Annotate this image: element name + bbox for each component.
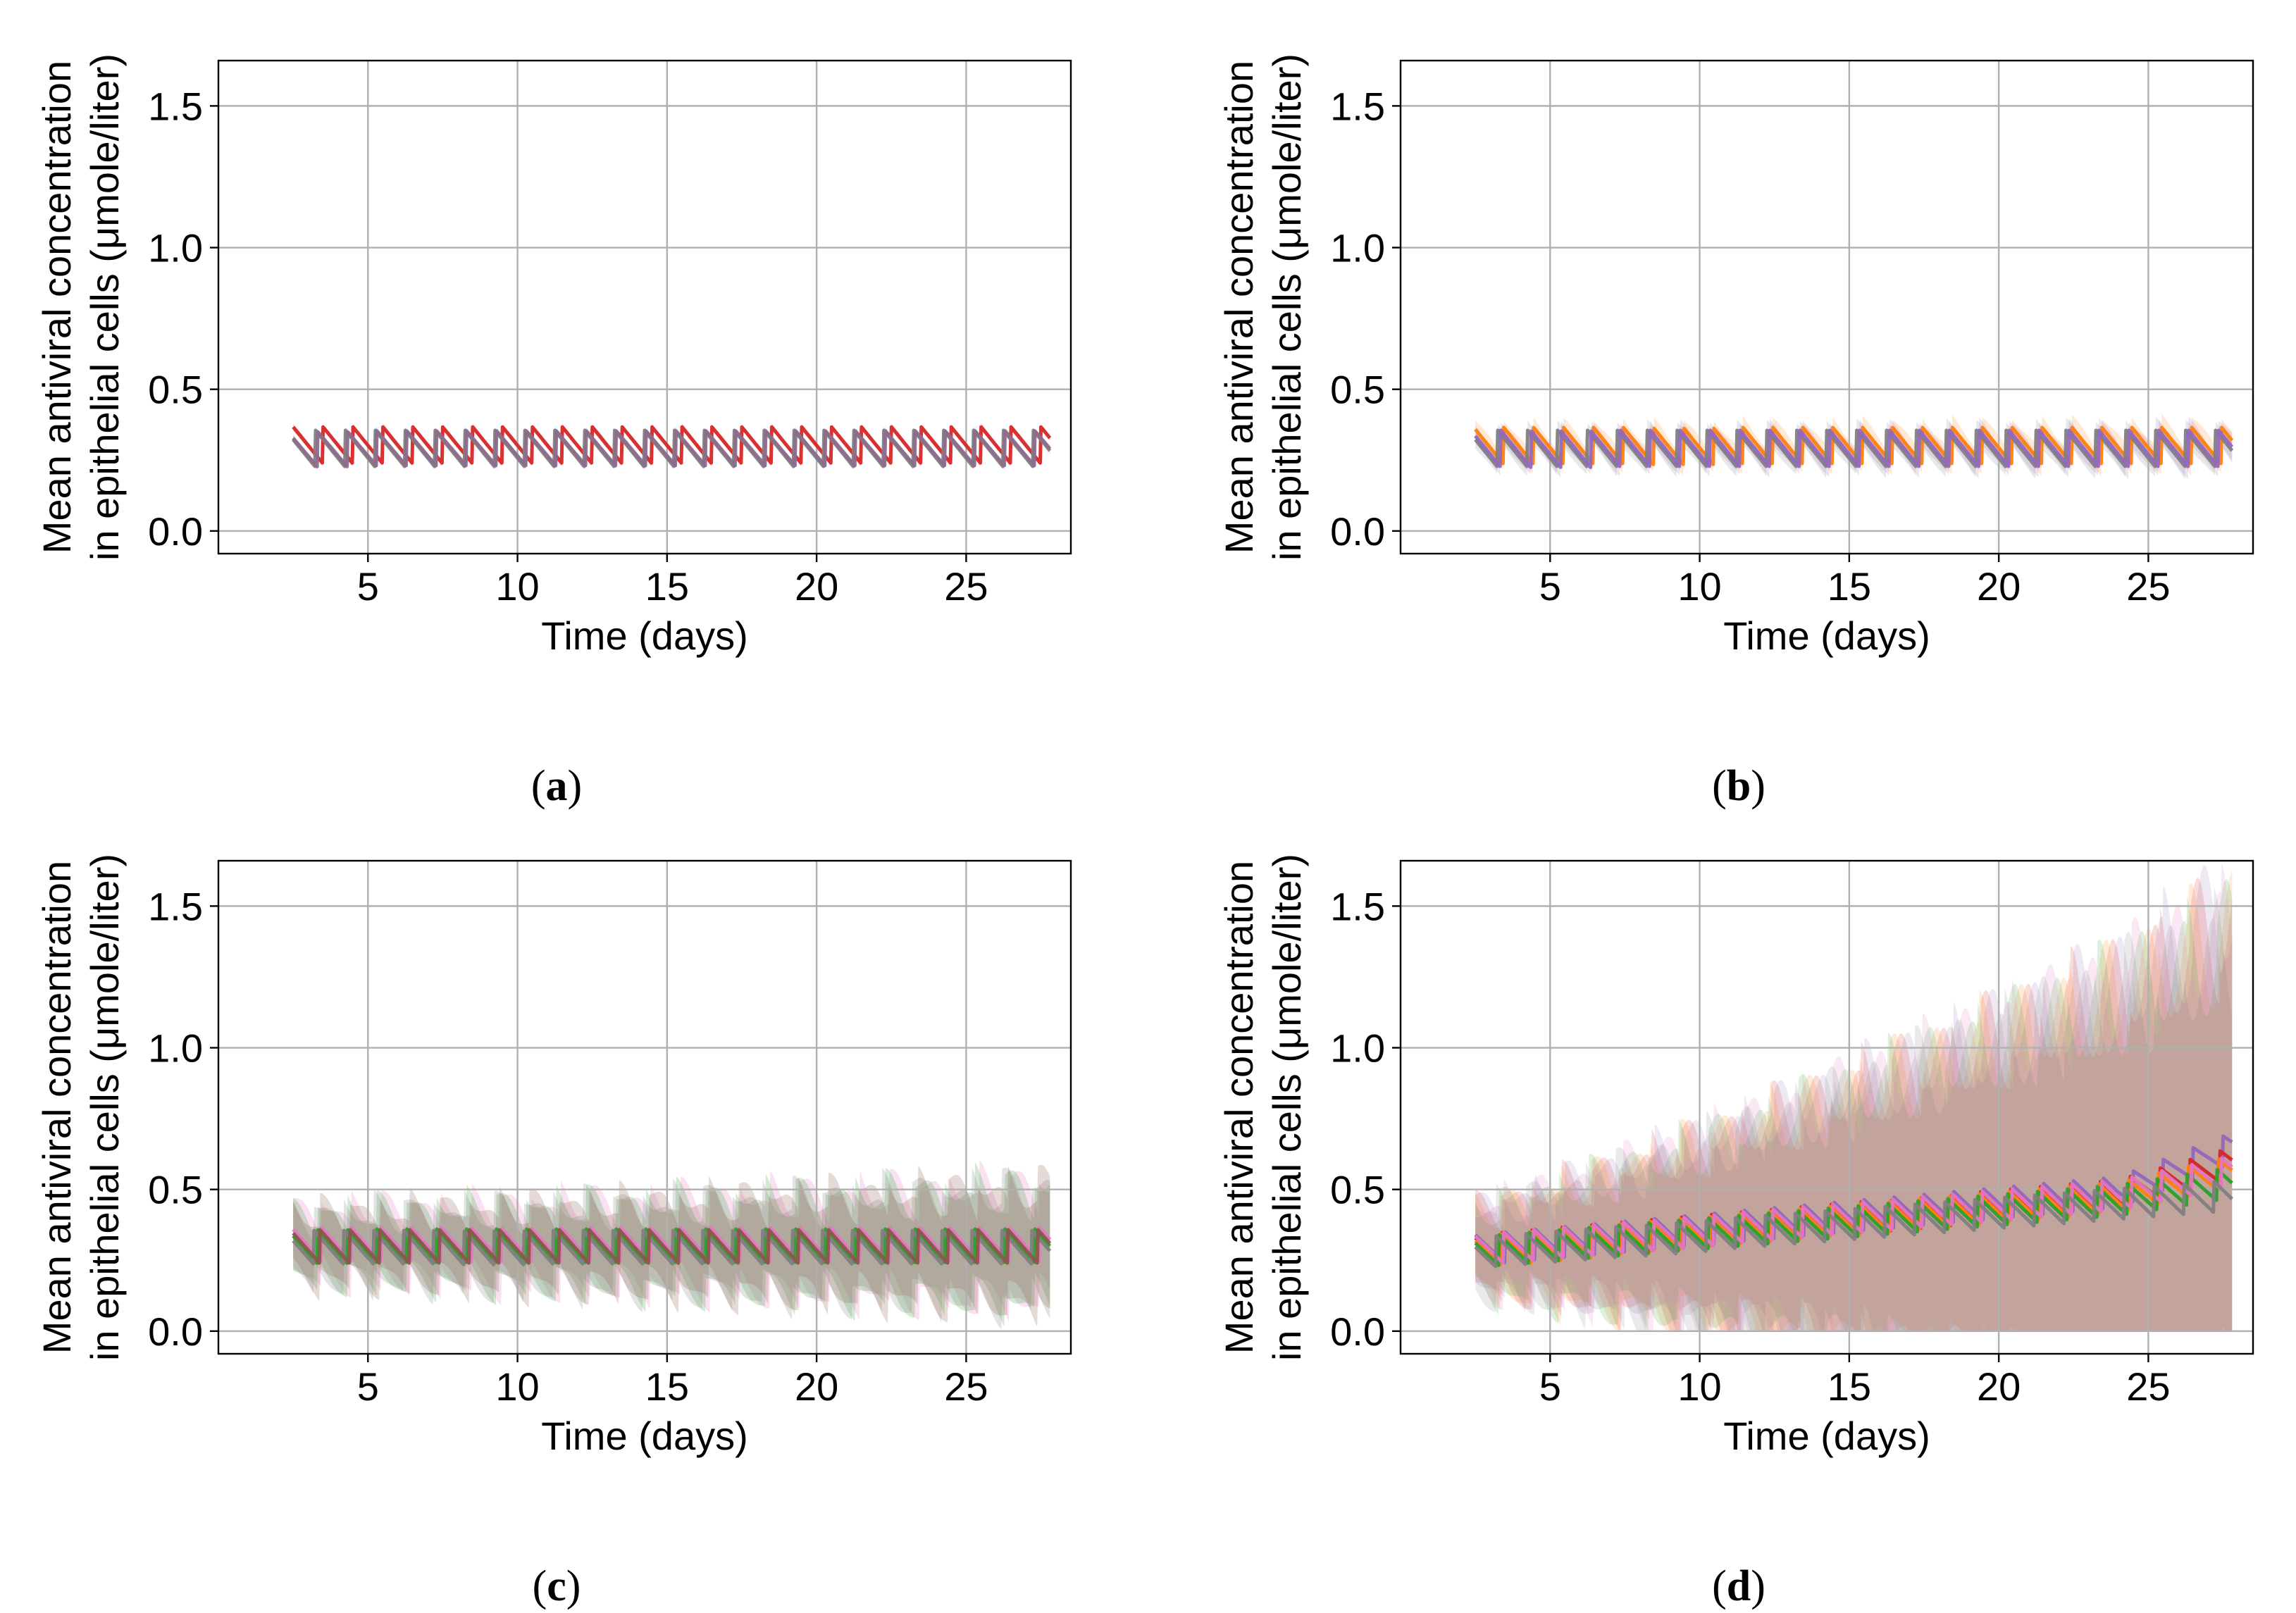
panel-b-x-axis-label: Time (days)	[1723, 614, 1930, 658]
panel-b-x-tick-label-2: 15	[1828, 564, 1871, 609]
panel-b-series-3-line	[1474, 428, 2234, 469]
panel-c-grid	[218, 861, 1071, 1354]
panel-d-series-lines	[1474, 1134, 2233, 1269]
panel-a-axes-frame	[217, 59, 1072, 555]
panel-b-series-1-line	[1474, 425, 2234, 466]
panel-a-series-3-line	[292, 429, 1052, 468]
panel-c-y-axis-label-line-2: in epithelial cells (μmole/liter)	[82, 854, 127, 1361]
panel-a-caption-letter: a	[546, 762, 568, 810]
panel-b-caption: (b)	[1712, 762, 1766, 810]
panel-d: 5 10 15 20 25 0.0 0.5 1.0 1.5 Time (days) Mean …	[1217, 854, 2254, 1610]
panel-c-y-tick-label-3: 1.5	[148, 884, 203, 928]
panel-b-axes-frame	[1399, 59, 2254, 555]
panel-b-x-tick-label-3: 20	[1977, 564, 2021, 609]
panel-a-x-tick-label-3: 20	[795, 564, 838, 609]
panel-c-caption: (c)	[533, 1562, 581, 1610]
panel-a-y-tick-label-1: 0.5	[148, 368, 203, 412]
panel-d-caption-open: (	[1712, 1562, 1727, 1610]
panel-b-y-axis-label-line-1: Mean antiviral concentration	[1217, 61, 1261, 554]
panel-c-y-ticks: 0.0 0.5 1.0 1.5	[148, 884, 218, 1354]
panel-b-caption-close: )	[1751, 762, 1766, 810]
panel-d-y-tick-label-3: 1.5	[1330, 884, 1385, 928]
panel-b-y-tick-label-3: 1.5	[1330, 84, 1385, 128]
panel-b-y-tick-label-2: 1.0	[1330, 226, 1385, 270]
panel-c: 5 10 15 20 25 0.0 0.5 1.0 1.5 Time (days) Mean …	[35, 854, 1072, 1610]
panel-a-series-lines	[292, 425, 1052, 468]
panel-c-caption-letter: c	[547, 1562, 566, 1610]
panel-a-y-tick-label-0: 0.0	[148, 509, 203, 554]
panel-c-x-axis-label: Time (days)	[541, 1414, 748, 1458]
panel-b-y-axis-label-line-2: in epithelial cells (μmole/liter)	[1265, 54, 1309, 561]
panel-a-y-tick-label-2: 1.0	[148, 226, 203, 270]
panel-c-x-ticks: 5 10 15 20 25	[357, 1354, 988, 1409]
panel-a-caption: (a)	[531, 762, 582, 810]
panel-c-x-tick-label-1: 10	[495, 1364, 539, 1409]
panel-a-caption-close: )	[568, 762, 583, 810]
panel-d-x-axis-label: Time (days)	[1723, 1414, 1930, 1458]
panel-a-x-tick-label-4: 25	[944, 564, 988, 609]
panel-b-grid	[1401, 61, 2253, 554]
panel-c-x-tick-label-4: 25	[944, 1364, 988, 1409]
panel-c-caption-open: (	[533, 1562, 547, 1610]
panel-a-y-axis-label-line-1: Mean antiviral concentration	[35, 61, 79, 554]
panel-b: 5 10 15 20 25 0.0 0.5 1.0 1.5 Time (days) Mean …	[1217, 54, 2254, 810]
panel-c-y-axis-label-line-1: Mean antiviral concentration	[35, 861, 79, 1354]
panel-d-series-6-line	[1474, 1180, 2233, 1269]
panel-b-caption-letter: b	[1727, 762, 1751, 810]
panel-d-y-axis-label-line-1: Mean antiviral concentration	[1217, 861, 1261, 1354]
panel-d-y-tick-label-2: 1.0	[1330, 1026, 1385, 1071]
panel-d-x-tick-label-0: 5	[1539, 1364, 1561, 1409]
panel-d-y-axis-label-line-2: in epithelial cells (μmole/liter)	[1265, 854, 1309, 1361]
panel-b-series-2-line	[1474, 428, 2234, 468]
panel-d-x-tick-label-2: 15	[1828, 1364, 1871, 1409]
panel-a-x-tick-label-1: 10	[495, 564, 539, 609]
panel-d-caption-close: )	[1751, 1562, 1766, 1610]
panel-a-grid	[218, 61, 1071, 554]
panel-b-x-tick-label-0: 5	[1539, 564, 1561, 609]
panel-c-y-tick-label-1: 0.5	[148, 1168, 203, 1212]
panel-d-series-4-band	[1475, 879, 2233, 1331]
panel-d-y-tick-label-1: 0.5	[1330, 1168, 1385, 1212]
panel-b-x-ticks: 5 10 15 20 25	[1539, 554, 2171, 609]
panel-c-caption-close: )	[566, 1562, 581, 1610]
panel-d-bands	[1475, 863, 2233, 1331]
panel-d-x-ticks: 5 10 15 20 25	[1539, 1354, 2171, 1409]
panel-a-y-axis-label-line-2: in epithelial cells (μmole/liter)	[82, 54, 127, 561]
panel-b-series-lines	[1474, 425, 2234, 469]
panel-a-series-1-line	[292, 425, 1052, 465]
panel-c-axes-frame	[217, 859, 1072, 1355]
panel-d-x-tick-label-3: 20	[1977, 1364, 2021, 1409]
panel-d-y-tick-label-0: 0.0	[1330, 1309, 1385, 1354]
panel-b-y-tick-label-1: 0.5	[1330, 368, 1385, 412]
panel-a-x-axis-label: Time (days)	[541, 614, 748, 658]
panel-c-x-tick-label-3: 20	[795, 1364, 838, 1409]
panel-a: 5 10 15 20 25 0.0 0.5 1.0 1.5 Time (days) Mean …	[35, 54, 1072, 810]
panel-d-x-tick-label-1: 10	[1677, 1364, 1721, 1409]
panel-d-axes-frame	[1399, 859, 2254, 1355]
panel-c-y-tick-label-0: 0.0	[148, 1309, 203, 1354]
panel-c-series-lines	[292, 1226, 1052, 1266]
panel-a-x-ticks: 5 10 15 20 25	[357, 554, 988, 609]
panel-a-caption-open: (	[531, 762, 546, 810]
panel-a-x-tick-label-2: 15	[645, 564, 689, 609]
panel-d-series-6-band	[1475, 888, 2233, 1331]
panel-b-caption-open: (	[1712, 762, 1727, 810]
panel-a-y-tick-label-3: 1.5	[148, 84, 203, 128]
panel-b-x-tick-label-4: 25	[2126, 564, 2170, 609]
panel-d-x-tick-label-4: 25	[2126, 1364, 2170, 1409]
panel-c-series-3-line	[292, 1228, 1052, 1266]
panel-b-x-tick-label-1: 10	[1677, 564, 1721, 609]
panel-a-x-tick-label-0: 5	[357, 564, 379, 609]
panel-b-y-ticks: 0.0 0.5 1.0 1.5	[1330, 84, 1401, 554]
panel-c-x-tick-label-0: 5	[357, 1364, 379, 1409]
panel-d-caption: (d)	[1712, 1562, 1766, 1610]
panel-d-caption-letter: d	[1727, 1562, 1751, 1610]
panel-a-y-ticks: 0.0 0.5 1.0 1.5	[148, 84, 218, 554]
panel-c-y-tick-label-2: 1.0	[148, 1026, 203, 1071]
panel-b-y-tick-label-0: 0.0	[1330, 509, 1385, 554]
panel-c-series-4-line	[292, 1228, 1052, 1265]
panel-d-y-ticks: 0.0 0.5 1.0 1.5	[1330, 884, 1401, 1354]
panel-c-x-tick-label-2: 15	[645, 1364, 689, 1409]
